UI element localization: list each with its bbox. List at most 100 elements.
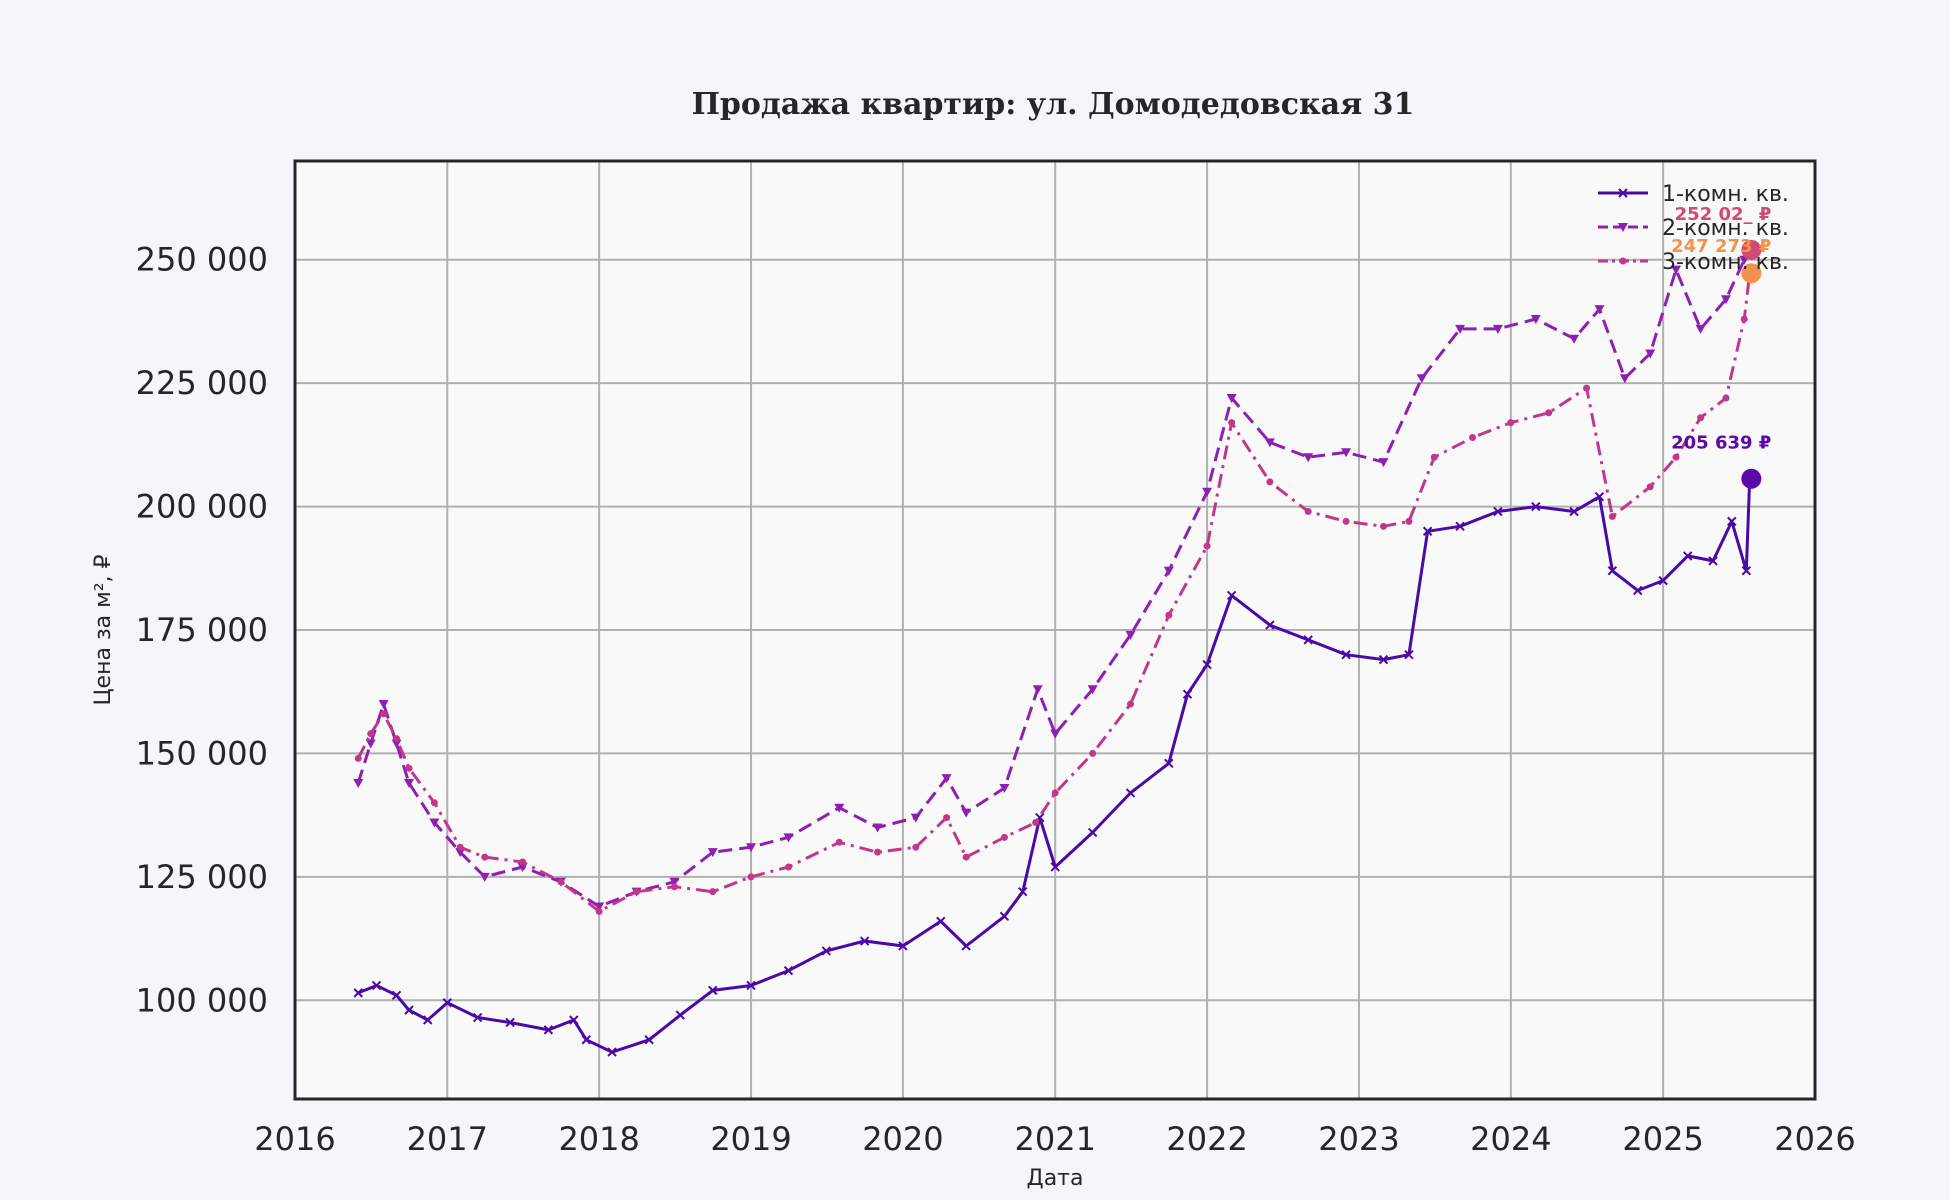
x-tick-label: 2021	[1014, 1120, 1095, 1158]
data-point	[405, 764, 413, 772]
data-point	[1087, 827, 1098, 838]
data-point	[1032, 819, 1040, 827]
data-point	[912, 843, 920, 851]
data-point	[910, 813, 921, 823]
data-point	[1378, 654, 1389, 665]
data-point	[1569, 506, 1579, 517]
data-point	[1203, 542, 1211, 550]
data-point	[1303, 635, 1313, 645]
data-point	[1202, 659, 1212, 670]
data-point	[644, 1035, 654, 1045]
data-point	[1303, 453, 1314, 463]
data-point	[517, 862, 528, 872]
series-line	[356, 249, 1752, 908]
data-point	[378, 700, 389, 710]
y-tick-label: 225 000	[136, 364, 268, 402]
data-point	[1607, 566, 1618, 576]
data-point	[961, 941, 971, 951]
data-point	[1341, 649, 1351, 660]
data-point	[456, 843, 464, 851]
data-point	[859, 936, 870, 946]
data-point	[1182, 689, 1193, 699]
legend: 1-комн. кв. 2-комн. кв. 3-комн. кв.	[1598, 182, 1789, 275]
x-axis-ticks: 2016 2017 2018 2019 2020 2021 2022 2023 2024 2025…	[254, 1120, 1855, 1158]
data-point	[391, 990, 402, 1001]
data-point	[1492, 324, 1503, 334]
data-point	[1050, 729, 1061, 739]
data-point	[1226, 590, 1237, 601]
legend-label: 3-комн. кв.	[1662, 250, 1789, 275]
data-point	[1304, 508, 1312, 516]
data-point	[442, 998, 452, 1008]
data-point	[1741, 566, 1752, 576]
data-point	[1493, 506, 1503, 517]
data-point	[961, 808, 972, 818]
data-point	[380, 710, 388, 718]
data-point	[1125, 788, 1136, 798]
data-point	[999, 783, 1010, 793]
data-point	[1594, 491, 1605, 502]
data-point	[1265, 620, 1275, 630]
x-tick-label: 2022	[1166, 1120, 1247, 1158]
last-value-dot	[1741, 239, 1762, 260]
data-point	[1050, 862, 1060, 872]
x-tick-label: 2019	[710, 1120, 791, 1158]
series-line	[356, 273, 1752, 913]
data-point	[898, 941, 908, 951]
last-value-dot	[1741, 468, 1762, 489]
data-point	[1645, 349, 1656, 359]
data-point	[393, 735, 401, 743]
data-point	[669, 877, 680, 887]
data-point	[430, 799, 438, 807]
data-point	[1722, 394, 1730, 402]
data-point	[455, 848, 466, 858]
endpoint-layer: 205 639 ₽ 252 02_ ₽ 247 273 ₽	[1671, 204, 1771, 489]
data-point	[783, 833, 794, 843]
last-value-dot	[1741, 263, 1762, 284]
x-tick-label: 2020	[862, 1120, 943, 1158]
data-point	[1708, 556, 1718, 566]
y-tick-label: 175 000	[136, 611, 268, 649]
data-point	[1618, 223, 1628, 232]
data-point	[1378, 458, 1389, 468]
legend-entry: 2-комн. кв.	[1598, 216, 1789, 241]
data-point	[404, 1005, 414, 1015]
data-point	[1018, 886, 1028, 897]
data-point	[1455, 324, 1466, 334]
y-tick-label: 125 000	[136, 858, 268, 896]
data-point	[1032, 685, 1043, 695]
data-point	[1127, 700, 1135, 708]
data-point	[709, 888, 717, 896]
last-value-label: 205 639 ₽	[1671, 433, 1771, 454]
legend-label: 1-комн. кв.	[1662, 182, 1789, 207]
data-point	[1569, 334, 1580, 344]
data-point	[1266, 478, 1274, 486]
data-point	[367, 730, 375, 738]
data-point	[943, 814, 951, 822]
data-point	[1608, 512, 1616, 520]
data-point	[1089, 749, 1097, 757]
data-point	[670, 883, 678, 891]
data-point	[1619, 257, 1627, 265]
data-point	[936, 916, 946, 926]
data-point	[1228, 419, 1236, 427]
data-point	[1671, 265, 1682, 275]
legend-label: 2-комн. кв.	[1662, 216, 1789, 241]
data-point	[1125, 630, 1136, 640]
data-point	[941, 774, 952, 784]
data-point	[353, 779, 364, 789]
data-point	[472, 1012, 483, 1023]
data-point	[708, 985, 718, 996]
data-point	[1646, 483, 1654, 491]
x-axis-label: Дата	[1027, 1166, 1084, 1191]
data-point	[1740, 315, 1748, 323]
data-point	[595, 907, 603, 915]
data-point	[1165, 611, 1173, 619]
data-point	[594, 902, 605, 912]
data-point	[874, 848, 882, 856]
last-value-label: 247 273 ₽	[1671, 236, 1771, 257]
y-tick-label: 250 000	[136, 241, 268, 279]
data-point	[1530, 314, 1541, 324]
data-point	[1672, 453, 1680, 461]
data-point	[1545, 409, 1553, 417]
